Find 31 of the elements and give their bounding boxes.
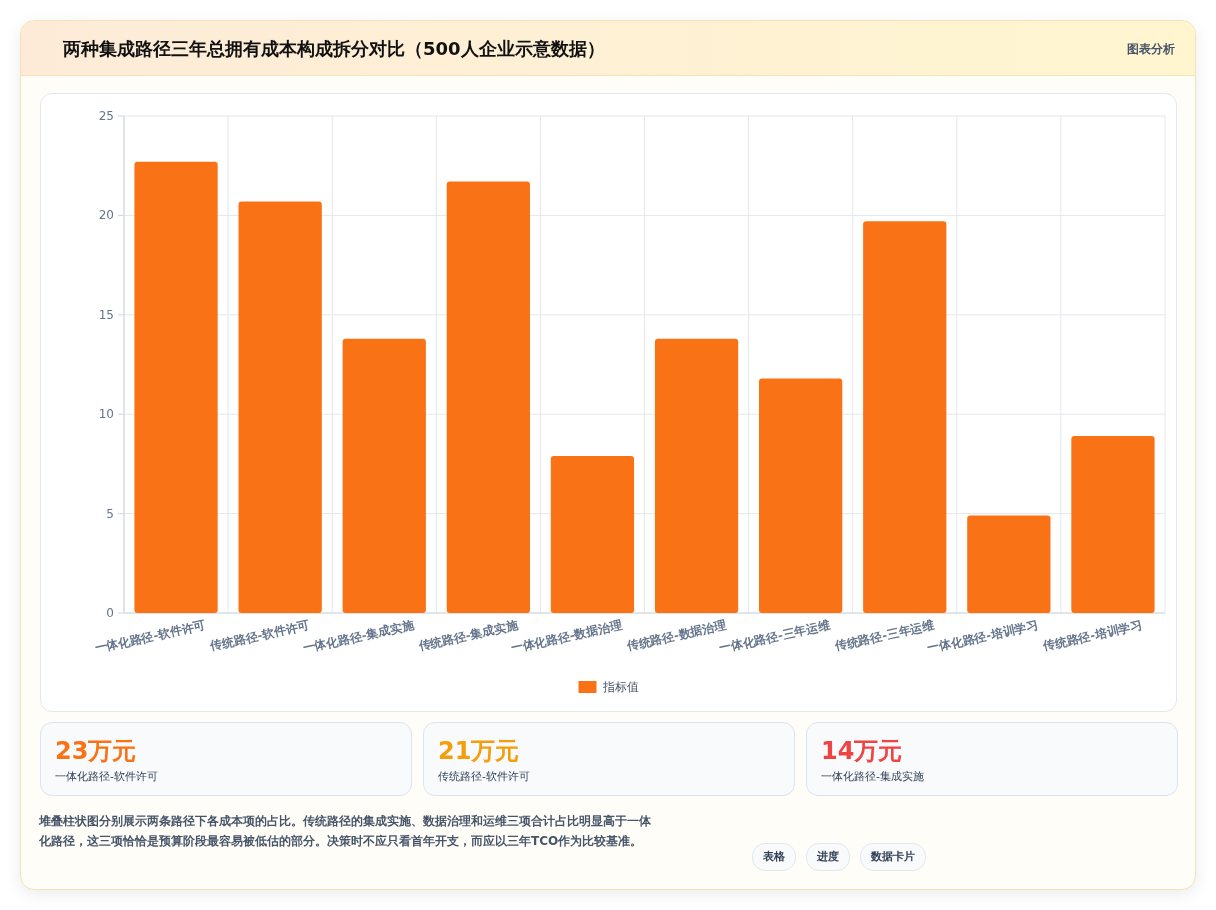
x-tick-label: 一体化路径-软件许可 xyxy=(93,618,207,656)
bar xyxy=(654,338,739,613)
bar xyxy=(967,515,1051,613)
legend-label: 指标值 xyxy=(601,680,639,694)
text: 14万元 xyxy=(821,736,903,767)
bar xyxy=(238,201,322,613)
bar xyxy=(759,378,843,613)
text: 21万元 xyxy=(438,736,520,767)
bar xyxy=(342,338,426,613)
text: 传统路径-软件许可 xyxy=(438,769,530,784)
text: 一体化路径-集成实施 xyxy=(821,769,924,784)
y-tick-label: 25 xyxy=(98,109,114,123)
text: 进度 xyxy=(806,843,850,871)
y-tick-label: 0 xyxy=(106,606,114,620)
text: 表格 xyxy=(752,843,796,871)
text: 23万元 xyxy=(55,736,137,767)
text: 一体化路径-软件许可 xyxy=(55,769,158,784)
x-tick-label: 传统路径-培训学习 xyxy=(1040,618,1144,654)
text: 数据卡片 xyxy=(860,843,926,871)
y-tick-label: 5 xyxy=(106,506,114,521)
y-tick-label: 15 xyxy=(98,307,114,322)
bar xyxy=(446,181,530,613)
text: 堆叠柱状图分别展示两条路径下各成本项的占比。传统路径的集成实施、数据治理和运维三项合计占比明显高于一体化路径，这三项恰恰是预算阶段最容易被低估的部分。决策时不应只看首年开支，而应以三年TCO作为比较基准。 xyxy=(39,813,652,850)
bar xyxy=(1071,436,1155,613)
bar xyxy=(134,161,218,613)
text: 图表分析 xyxy=(1127,41,1175,58)
y-tick-label: 20 xyxy=(98,208,114,223)
chart-title: 两种集成路径三年总拥有成本构成拆分对比（500人企业示意数据） xyxy=(63,37,605,61)
bar xyxy=(550,455,635,613)
y-tick-label: 10 xyxy=(98,407,114,422)
bar xyxy=(863,221,947,613)
